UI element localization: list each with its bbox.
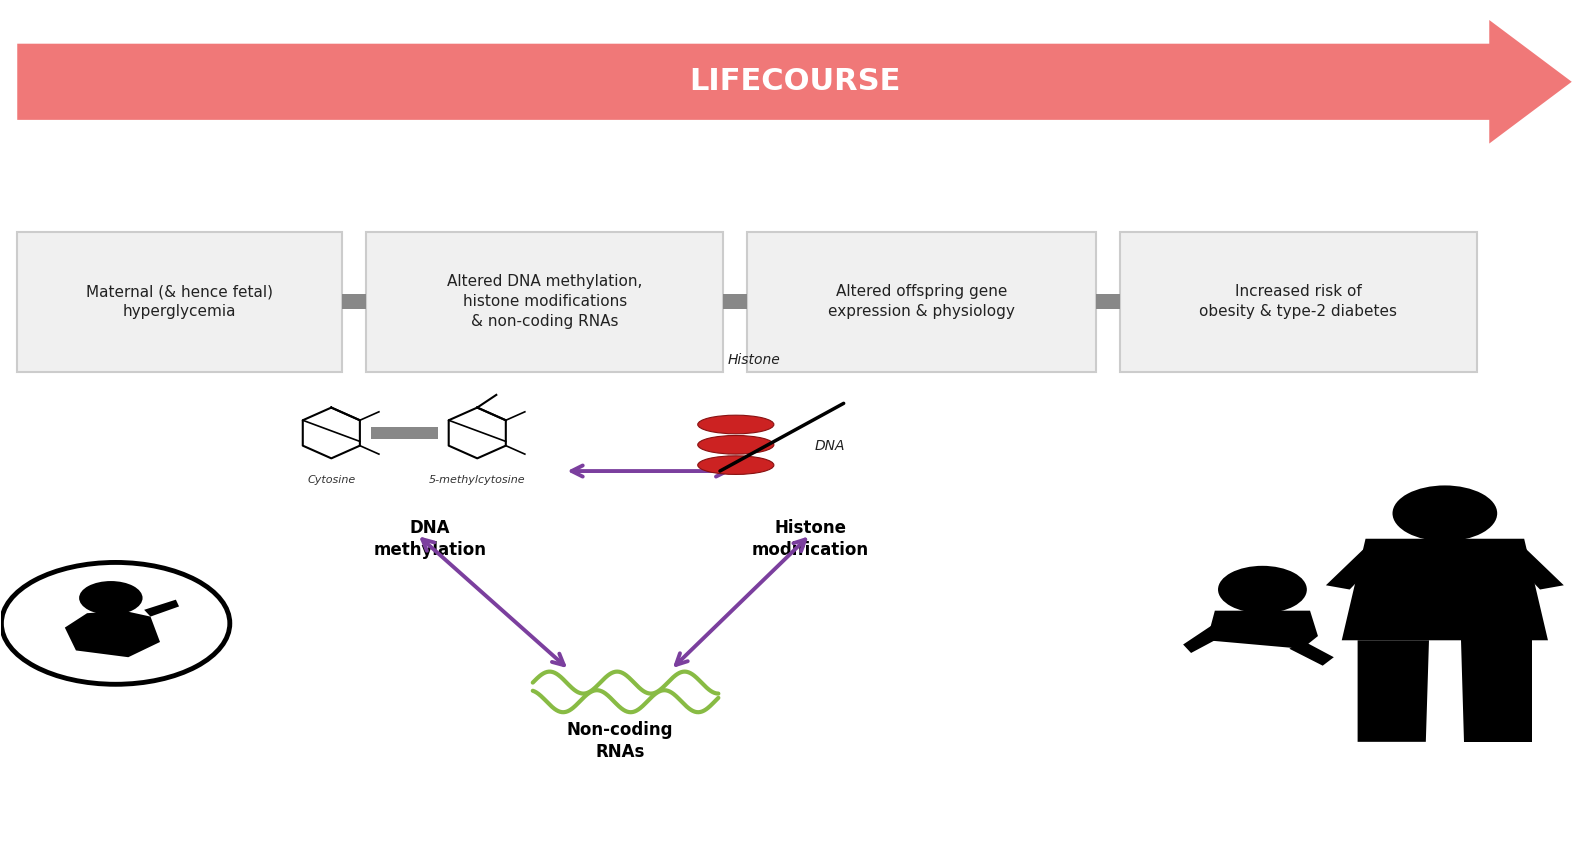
Polygon shape — [1341, 539, 1548, 640]
FancyBboxPatch shape — [17, 232, 342, 372]
Text: LIFECOURSE: LIFECOURSE — [688, 67, 901, 96]
Polygon shape — [1208, 610, 1317, 649]
Polygon shape — [145, 599, 180, 616]
Text: Altered DNA methylation,
histone modifications
& non-coding RNAs: Altered DNA methylation, histone modific… — [447, 274, 642, 329]
FancyBboxPatch shape — [1120, 232, 1476, 372]
Text: Non-coding
RNAs: Non-coding RNAs — [567, 721, 674, 761]
Text: DNA: DNA — [815, 439, 845, 453]
Ellipse shape — [698, 415, 774, 434]
FancyBboxPatch shape — [365, 232, 723, 372]
Circle shape — [1392, 486, 1497, 542]
Polygon shape — [1460, 640, 1532, 742]
FancyBboxPatch shape — [723, 295, 747, 309]
FancyBboxPatch shape — [342, 295, 365, 309]
Text: DNA
methylation: DNA methylation — [373, 520, 486, 559]
Ellipse shape — [698, 456, 774, 475]
Text: 5-methylcytosine: 5-methylcytosine — [429, 475, 526, 486]
FancyBboxPatch shape — [1096, 295, 1120, 309]
Text: Histone
modification: Histone modification — [752, 520, 869, 559]
FancyBboxPatch shape — [747, 232, 1096, 372]
Polygon shape — [1289, 640, 1333, 666]
Polygon shape — [1505, 548, 1564, 589]
Polygon shape — [65, 610, 160, 657]
Text: Histone: Histone — [728, 353, 780, 367]
FancyBboxPatch shape — [370, 427, 437, 439]
Circle shape — [79, 581, 143, 615]
Ellipse shape — [698, 436, 774, 454]
Polygon shape — [1325, 548, 1384, 589]
Circle shape — [1219, 565, 1306, 613]
Polygon shape — [1184, 623, 1231, 653]
Text: Cytosine: Cytosine — [307, 475, 356, 486]
Polygon shape — [17, 20, 1572, 143]
Text: Maternal (& hence fetal)
hyperglycemia: Maternal (& hence fetal) hyperglycemia — [86, 284, 273, 319]
Polygon shape — [1357, 640, 1429, 742]
Text: Altered offspring gene
expression & physiology: Altered offspring gene expression & phys… — [828, 284, 1015, 319]
Text: Increased risk of
obesity & type-2 diabetes: Increased risk of obesity & type-2 diabe… — [1200, 284, 1397, 319]
